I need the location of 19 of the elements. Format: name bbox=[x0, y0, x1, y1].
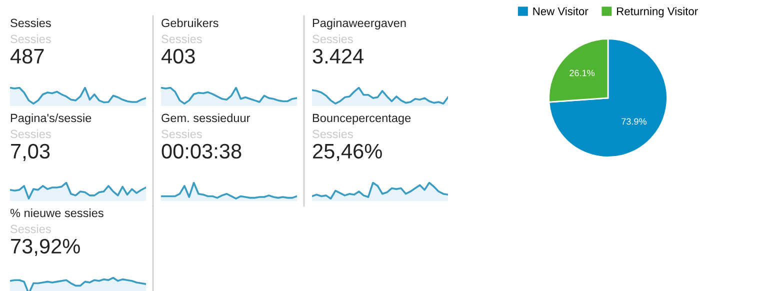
chart-title: Bouncepercentage bbox=[312, 114, 411, 124]
chart-title: Sessies bbox=[10, 18, 51, 28]
text: 7,03 bbox=[11, 144, 50, 162]
text: 403 bbox=[161, 48, 195, 64]
text: 25,46% bbox=[313, 144, 382, 162]
data-label: 73.9% bbox=[622, 118, 646, 125]
text: 487 bbox=[10, 48, 44, 64]
chart-title: % nieuwe sessies bbox=[10, 208, 104, 218]
chart-title: Paginaweergaven bbox=[312, 18, 406, 30]
chart-title: Pagina's/sessie bbox=[10, 113, 92, 124]
text: 73,92% bbox=[11, 238, 80, 256]
text: 00:03:38 bbox=[162, 144, 242, 159]
legend-label: New Visitor bbox=[533, 7, 588, 16]
text: 3.424 bbox=[312, 48, 364, 64]
data-label: 26.1% bbox=[570, 70, 595, 76]
pie-slice bbox=[548, 38, 668, 158]
chart-title: Gebruikers bbox=[162, 18, 218, 28]
chart-title: Gem. sessieduur bbox=[162, 113, 250, 122]
legend-label: Returning Visitor bbox=[617, 7, 698, 18]
